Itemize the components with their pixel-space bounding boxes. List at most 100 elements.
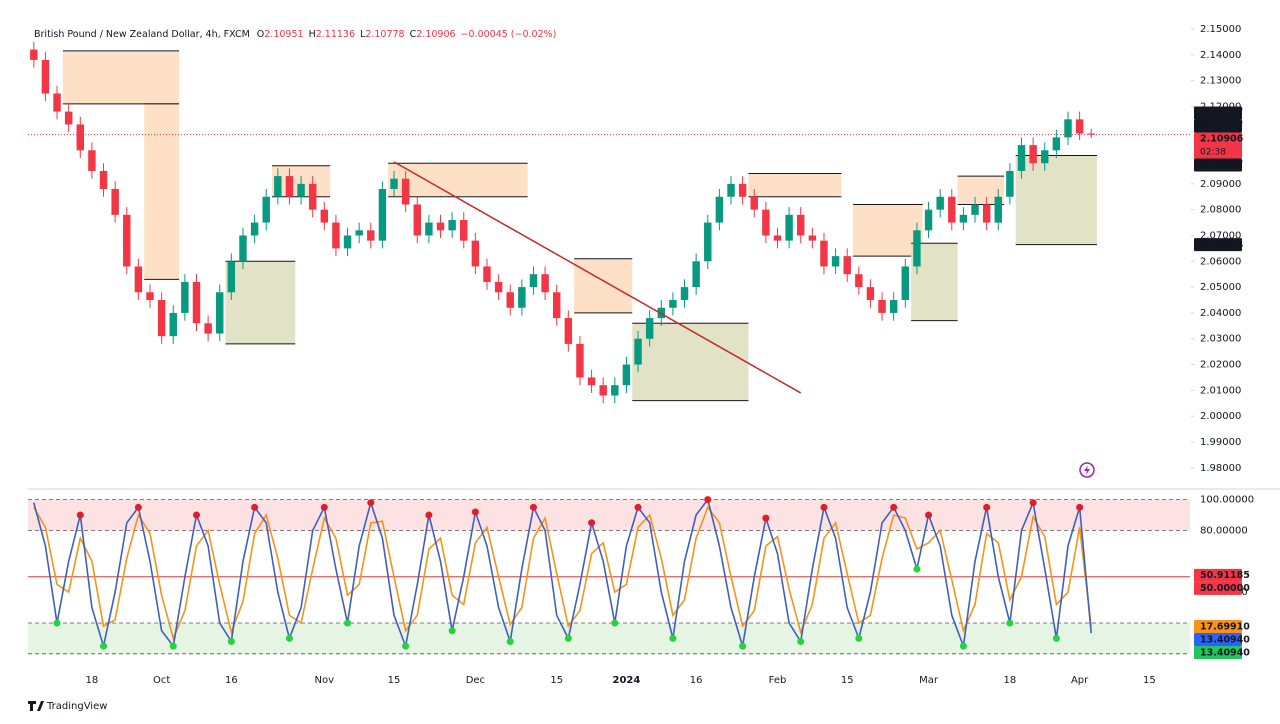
candle-body: [494, 281, 503, 293]
candle-body: [157, 300, 166, 337]
candle-body: [1029, 145, 1037, 164]
peak-dot: [529, 503, 537, 511]
price-tag-label: 2.11747: [1200, 108, 1243, 119]
candle-body: [936, 196, 944, 210]
candle-body: [913, 230, 921, 267]
peak-dot: [1029, 499, 1037, 507]
trough-dot: [344, 619, 352, 627]
candle-body: [1017, 145, 1026, 171]
x-tick-label: 15: [550, 675, 563, 686]
candle-body: [1052, 137, 1061, 151]
oscillator-line: [33, 505, 1092, 641]
tradingview-logo[interactable]: TradingView: [28, 701, 107, 712]
price-tag: [1194, 633, 1242, 647]
candle-body: [529, 274, 538, 288]
candle-body: [506, 292, 514, 308]
candle-body: [1041, 150, 1049, 164]
price-tag-label: 2.10906: [1200, 134, 1244, 145]
ohlc-value: 2.10778: [365, 29, 404, 40]
candle-body: [680, 287, 689, 301]
candle-body: [239, 235, 247, 262]
candle-body: [587, 377, 596, 386]
candle-body: [76, 124, 85, 151]
trendline: [393, 161, 802, 394]
candle-body: [181, 281, 189, 313]
x-tick-label: Dec: [466, 675, 485, 686]
price-tag-label: 13.40940: [1200, 647, 1250, 658]
alert-icon[interactable]: [1079, 462, 1095, 478]
peak-dot: [1076, 503, 1084, 511]
symbol: British Pound / New Zealand Dollar, 4h, …: [34, 29, 250, 40]
candle-body: [878, 300, 886, 313]
ohlc-value: 2.10906: [416, 29, 455, 40]
candle-body: [1006, 170, 1014, 197]
symbol-header: British Pound / New Zealand Dollar, 4h, …: [34, 29, 556, 40]
trough-dot: [448, 627, 456, 635]
price-tag-label: 13.40940: [1200, 634, 1250, 645]
candle-body: [634, 338, 642, 365]
candle-body: [436, 222, 445, 231]
candle-body: [948, 196, 956, 223]
y-tick-label: 2.00000: [1200, 411, 1241, 422]
y-tick-label: 80.00000: [1200, 525, 1248, 536]
candle-body: [250, 222, 259, 236]
price-tag: [1194, 238, 1242, 252]
zone: [225, 261, 296, 344]
candle-body: [541, 274, 549, 293]
trough-dot: [739, 642, 747, 650]
candle-body: [750, 196, 758, 210]
price-tag: [1194, 620, 1242, 634]
candle-body: [901, 266, 910, 301]
candle-body: [843, 256, 851, 275]
peak-dot: [251, 503, 259, 511]
y-tick-label: 2.07000: [1200, 230, 1241, 241]
candle-body: [64, 111, 73, 125]
candle-body: [123, 214, 131, 267]
price-tag: [1194, 106, 1242, 120]
candle-body: [808, 235, 817, 241]
price-tag-label: 2.11747: [1200, 121, 1243, 132]
band: [28, 622, 1190, 654]
candle-body: [483, 266, 491, 282]
candle-body: [820, 240, 828, 267]
candle-body: [471, 240, 480, 267]
candle-body: [227, 261, 236, 293]
candle-body: [773, 235, 782, 241]
price-tag-label: 50.91185: [1200, 570, 1250, 581]
peak-dot: [704, 496, 712, 504]
x-tick-label: Nov: [315, 675, 335, 686]
candle-body: [448, 219, 456, 231]
y-tick-label: 2.05000: [1200, 282, 1241, 293]
candle-body: [715, 196, 724, 223]
price-tag: [1194, 158, 1242, 172]
y-tick-label: 2.09000: [1200, 179, 1241, 190]
x-tick-label: 2024: [613, 675, 641, 686]
candle-body: [982, 204, 991, 223]
x-tick-label: 18: [1004, 675, 1017, 686]
candle-body: [343, 235, 352, 249]
y-tick-label: 2.02000: [1200, 360, 1241, 371]
oscillator-pane: 100.0000080.0000040.0000050.9118550.0000…: [28, 495, 1254, 660]
candle-body: [797, 214, 805, 236]
price-tag: [1194, 581, 1242, 595]
footer-brand[interactable]: TradingView: [46, 701, 107, 712]
band: [28, 499, 1190, 531]
candle-body: [320, 209, 329, 223]
y-tick-label: 2.15000: [1200, 24, 1241, 35]
trough-dot: [227, 637, 235, 645]
candle-body: [99, 170, 108, 190]
zone: [62, 50, 180, 104]
candle-body: [738, 183, 747, 197]
price-change: −0.00045 (−0.02%): [461, 29, 557, 40]
candle-body: [332, 222, 340, 249]
time-axis: 18 Oct 16 Nov 15 Dec 15 2024 16 Feb 15 Mar 18 Apr 15: [86, 675, 1156, 686]
peak-dot: [983, 503, 991, 511]
candle-body: [1087, 133, 1095, 135]
peak-dot: [320, 503, 328, 511]
candle-body: [831, 256, 840, 267]
candle-body: [564, 318, 573, 344]
trough-dot: [100, 642, 108, 650]
trough-dot: [855, 634, 863, 642]
peak-dot: [367, 499, 375, 507]
